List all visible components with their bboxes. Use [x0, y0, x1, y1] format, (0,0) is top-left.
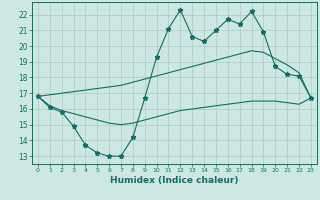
- X-axis label: Humidex (Indice chaleur): Humidex (Indice chaleur): [110, 176, 239, 185]
